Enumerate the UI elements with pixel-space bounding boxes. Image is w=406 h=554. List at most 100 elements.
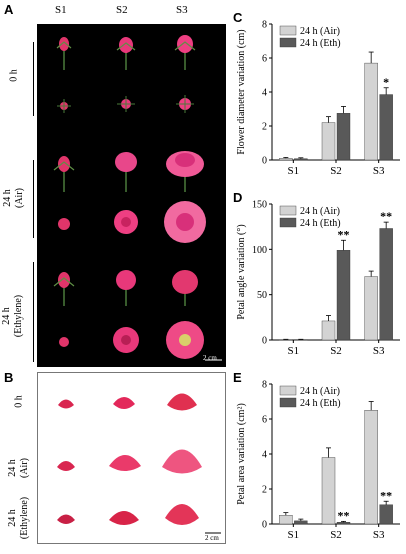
x-tick-label: S2: [330, 165, 342, 177]
rose-top-image: [114, 210, 138, 234]
bar-eth-s2: [336, 522, 351, 525]
bar-air-s2: [321, 122, 336, 161]
y-tick-label: 0: [262, 336, 267, 347]
x-tick-label: S3: [373, 165, 385, 177]
rose-top-image: [57, 99, 71, 113]
bar-eth-s2: [336, 250, 351, 341]
y-tick-label: 50: [257, 290, 267, 301]
significance-mark: *: [383, 75, 389, 89]
y-axis-label: Petal area variation (cm²): [236, 403, 247, 505]
rose-top-image: [176, 95, 194, 113]
significance-mark: **: [338, 508, 350, 522]
y-axis-label: Petal angle variation (°): [236, 224, 247, 319]
x-tick-label: S2: [330, 345, 342, 357]
rose-bud-image: [56, 37, 72, 70]
x-tick-label: S1: [288, 165, 300, 177]
legend-swatch: [279, 385, 297, 396]
row-bracket: [33, 160, 34, 238]
chart-d: 0 50 100 150 Petal angle variation (°) S1 S2 S3…: [236, 200, 400, 357]
row-label-0h: 0 h: [13, 395, 25, 408]
petal-image: [109, 511, 139, 525]
rose-flower-image: [116, 270, 136, 306]
x-tick-label: S1: [288, 529, 300, 541]
x-tick-label: S3: [373, 529, 385, 541]
rose-flower-image: [166, 151, 204, 192]
petal-image: [109, 455, 141, 471]
bar-eth-s3: [379, 228, 393, 341]
petal-image: [165, 504, 199, 525]
y-tick-label: 6: [262, 54, 267, 65]
scale-bar-label: 2 cm: [203, 354, 217, 362]
bar-eth-s1: [294, 158, 308, 161]
row-label-24h-ethylene: 24 h (Ethylene): [7, 496, 30, 540]
bar-air-s2: [321, 320, 336, 341]
bar-eth-s3: [379, 504, 393, 525]
bar-air-s3: [364, 276, 378, 341]
row-bracket: [33, 262, 34, 362]
legend-label: 24 h (Air): [300, 386, 340, 397]
y-tick-label: 8: [262, 20, 267, 31]
panel-b-letter: B: [4, 370, 14, 385]
petal-images: [57, 393, 221, 534]
legend-swatch: [279, 37, 297, 48]
rose-bud-image: [116, 37, 136, 70]
legend-swatch: [279, 205, 297, 216]
panel-a-letter: A: [4, 2, 14, 17]
legend-label: 24 h (Air): [300, 26, 340, 37]
y-tick-label: 150: [252, 200, 267, 211]
significance-mark: **: [380, 488, 392, 502]
legend-label: 24 h (Air): [300, 206, 340, 217]
row-label-24h-air: 24 h (Air): [2, 188, 25, 208]
flower-photo-grid: [37, 24, 226, 367]
bar-air-s3: [364, 410, 378, 525]
stage-label-s1: S1: [55, 4, 67, 16]
panel-d-letter: D: [233, 190, 243, 205]
bar-air-s3: [364, 62, 378, 161]
petal-image: [167, 393, 197, 411]
bar-air-s1: [279, 158, 293, 161]
legend-label: 24 h (Eth): [300, 38, 341, 49]
legend-swatch: [279, 397, 297, 408]
bar-eth-s2: [336, 113, 351, 161]
y-axis-label: Flower diameter variation (cm): [236, 29, 247, 154]
y-tick-label: 100: [252, 245, 267, 256]
legend-label: 24 h (Eth): [300, 218, 341, 229]
chart-e: 0 2 4 6 8 Petal area variation (cm²) S1 S2 S3 ** *…: [236, 380, 400, 541]
rose-top-image: [117, 96, 135, 112]
petal-image: [57, 514, 75, 524]
y-tick-label: 0: [262, 156, 267, 167]
legend-swatch: [279, 217, 297, 228]
y-tick-label: 2: [262, 122, 267, 133]
rose-top-image: [166, 321, 204, 359]
petal-image: [57, 461, 75, 471]
bar-eth-s3: [379, 94, 393, 161]
legend-label: 24 h (Eth): [300, 398, 341, 409]
rose-top-image: [58, 218, 70, 230]
bar-air-s1: [279, 515, 293, 525]
x-tick-label: S2: [330, 529, 342, 541]
bar-eth-s1: [294, 520, 308, 525]
row-bracket: [33, 42, 34, 116]
petal-image: [58, 399, 74, 409]
rose-top-image: [113, 327, 139, 353]
scale-bar-label: 2 cm: [205, 534, 219, 542]
significance-mark: **: [380, 209, 392, 223]
bar-air-s2: [321, 457, 336, 525]
rose-flower-image: [53, 156, 75, 192]
y-tick-label: 0: [262, 520, 267, 531]
petal-image: [162, 449, 202, 474]
rose-flower-image: [53, 272, 75, 306]
y-tick-label: 6: [262, 415, 267, 426]
legend-swatch: [279, 25, 297, 36]
rose-top-image: [59, 337, 69, 347]
petal-image: [113, 397, 135, 409]
y-tick-label: 4: [262, 88, 267, 99]
stage-label-s2: S2: [116, 4, 128, 16]
rose-bud-image: [174, 35, 196, 70]
y-tick-label: 8: [262, 380, 267, 391]
chart-c: 0 2 4 6 8 Flower diameter variation (cm) S1 S2 S…: [236, 20, 400, 177]
x-tick-label: S3: [373, 345, 385, 357]
rose-top-image: [164, 201, 206, 243]
x-tick-label: S1: [288, 345, 300, 357]
row-label-24h-ethylene: 24 h (Ethylene): [1, 294, 24, 338]
